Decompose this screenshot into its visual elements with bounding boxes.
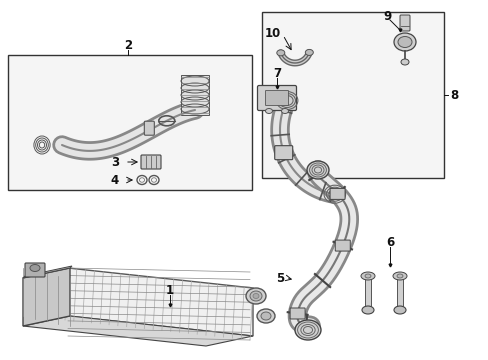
- Bar: [262, 12, 443, 178]
- FancyBboxPatch shape: [289, 308, 305, 319]
- Polygon shape: [23, 266, 72, 278]
- FancyBboxPatch shape: [257, 86, 296, 111]
- Text: 9: 9: [383, 9, 391, 23]
- Ellipse shape: [392, 272, 406, 280]
- FancyBboxPatch shape: [265, 90, 288, 105]
- Ellipse shape: [294, 320, 320, 340]
- FancyBboxPatch shape: [396, 278, 402, 306]
- Bar: [181, 75, 208, 115]
- Ellipse shape: [306, 161, 328, 179]
- FancyBboxPatch shape: [364, 278, 370, 306]
- Bar: [8, 55, 251, 190]
- Ellipse shape: [393, 33, 415, 51]
- Ellipse shape: [249, 291, 262, 301]
- Ellipse shape: [276, 50, 284, 56]
- FancyBboxPatch shape: [144, 121, 154, 135]
- Ellipse shape: [361, 306, 373, 314]
- Text: 10: 10: [264, 27, 281, 40]
- FancyBboxPatch shape: [274, 146, 292, 160]
- Ellipse shape: [30, 265, 40, 271]
- Polygon shape: [68, 268, 252, 336]
- FancyBboxPatch shape: [25, 263, 45, 277]
- Text: 3: 3: [111, 156, 119, 168]
- Ellipse shape: [305, 49, 313, 55]
- Ellipse shape: [400, 59, 408, 65]
- Ellipse shape: [257, 309, 274, 323]
- FancyBboxPatch shape: [335, 240, 349, 251]
- FancyBboxPatch shape: [399, 15, 409, 31]
- Text: 5: 5: [275, 271, 284, 284]
- Polygon shape: [23, 316, 252, 346]
- Text: 1: 1: [165, 284, 174, 297]
- Ellipse shape: [396, 274, 402, 278]
- FancyBboxPatch shape: [329, 188, 345, 199]
- Ellipse shape: [360, 272, 374, 280]
- Text: 4: 4: [111, 174, 119, 186]
- Ellipse shape: [397, 36, 411, 48]
- Text: 8: 8: [449, 89, 457, 102]
- Ellipse shape: [265, 108, 272, 113]
- Text: 6: 6: [385, 235, 393, 248]
- Polygon shape: [23, 268, 70, 326]
- Ellipse shape: [252, 293, 259, 298]
- Ellipse shape: [393, 306, 405, 314]
- Text: 2: 2: [123, 39, 132, 51]
- Ellipse shape: [281, 108, 288, 113]
- Ellipse shape: [245, 288, 265, 304]
- Ellipse shape: [364, 274, 370, 278]
- FancyBboxPatch shape: [141, 155, 161, 169]
- Text: 7: 7: [272, 67, 281, 80]
- Ellipse shape: [261, 312, 270, 320]
